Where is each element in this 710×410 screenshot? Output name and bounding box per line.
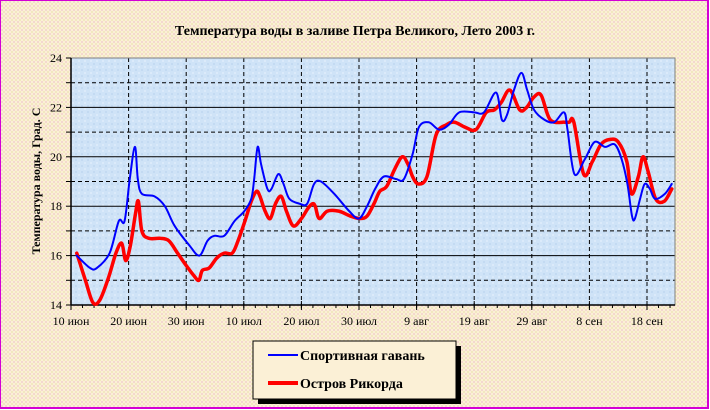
legend: Спортивная гавань Остров Рикорда: [252, 340, 461, 404]
x-tick-label: 8 сен: [576, 314, 603, 328]
series-ostrov-rikorda: [75, 88, 674, 306]
x-tick-label: 10 июл: [226, 314, 262, 328]
y-tick-label: 18: [50, 199, 62, 213]
y-tick-label: 16: [50, 249, 62, 263]
y-tick-label: 20: [50, 150, 62, 164]
x-tick-label: 29 авг: [516, 314, 547, 328]
gridlines: [70, 57, 676, 306]
axes: 14 16 18 20 22 24 10 июн 20 июн 30 июн 10 июл 20 и…: [50, 51, 675, 328]
x-tick-label: 10 июн: [53, 314, 90, 328]
series-sportivnaya-gavan: [75, 71, 673, 271]
x-tick-label: 20 июн: [110, 314, 147, 328]
x-tick-label: 30 июл: [341, 314, 377, 328]
x-tick-label: 9 авг: [404, 314, 429, 328]
x-tick-label: 30 июн: [168, 314, 205, 328]
data-series: [75, 71, 674, 306]
y-tick-label: 14: [50, 298, 62, 312]
x-tick-label: 20 июл: [283, 314, 319, 328]
legend-label-rikorda: Остров Рикорда: [300, 377, 403, 392]
legend-label-sportivnaya: Спортивная гавань: [300, 349, 425, 364]
x-tick-label: 19 авг: [459, 314, 490, 328]
chart-title: Температура воды в заливе Петра Великого…: [175, 24, 535, 39]
x-tick-label: 18 сен: [631, 314, 664, 328]
y-tick-label: 24: [50, 51, 62, 65]
y-axis-label: Температура воды, Град. С: [29, 108, 43, 255]
y-tick-label: 22: [50, 100, 62, 114]
